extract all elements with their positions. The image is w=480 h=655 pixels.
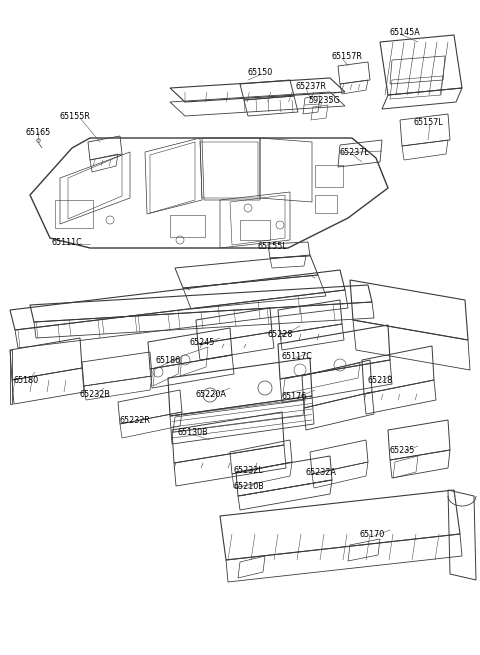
Text: 65117C: 65117C [282, 352, 313, 361]
Text: 65232B: 65232B [80, 390, 111, 399]
Text: 65150: 65150 [248, 68, 273, 77]
Text: 65232A: 65232A [306, 468, 337, 477]
Text: 65228: 65228 [268, 330, 293, 339]
Text: 65157L: 65157L [414, 118, 444, 127]
Text: 65220A: 65220A [196, 390, 227, 399]
Text: 65170: 65170 [360, 530, 385, 539]
Text: 65157R: 65157R [332, 52, 363, 61]
Text: 59235G: 59235G [308, 96, 340, 105]
Text: 65235: 65235 [390, 446, 415, 455]
Text: 65210B: 65210B [234, 482, 265, 491]
Text: 65245: 65245 [190, 338, 216, 347]
Text: 65111C: 65111C [52, 238, 83, 247]
Text: 65237L: 65237L [340, 148, 370, 157]
Text: 65232R: 65232R [120, 416, 151, 425]
Text: 65232L: 65232L [234, 466, 264, 475]
Text: 65155L: 65155L [258, 242, 288, 251]
Text: 65130B: 65130B [178, 428, 209, 437]
Text: 65176: 65176 [282, 392, 307, 401]
Text: 65237R: 65237R [296, 82, 327, 91]
Text: 65155R: 65155R [60, 112, 91, 121]
Text: 65145A: 65145A [390, 28, 421, 37]
Text: 65186: 65186 [156, 356, 181, 365]
Text: 65180: 65180 [14, 376, 39, 385]
Text: 65165: 65165 [25, 128, 50, 137]
Text: 65218: 65218 [368, 376, 393, 385]
